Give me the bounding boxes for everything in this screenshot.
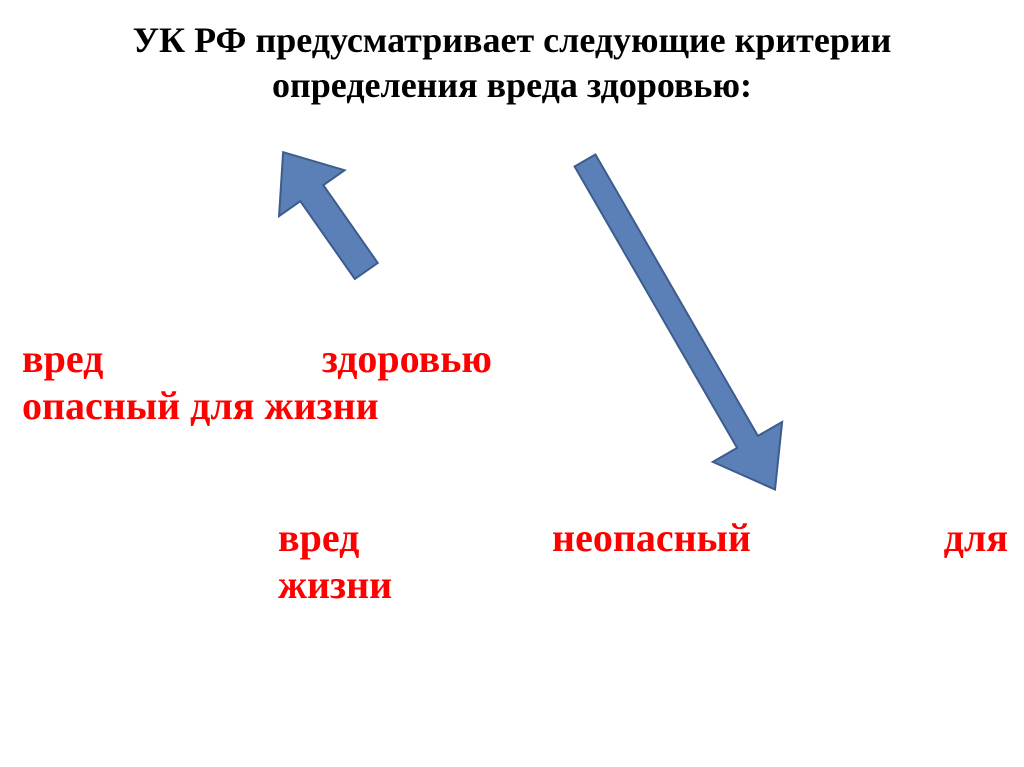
branch-left: вред здоровью опасный для жизни xyxy=(22,335,492,429)
arrow-left xyxy=(260,130,390,295)
slide-title: УК РФ предусматривает следующие критерии… xyxy=(0,0,1024,108)
branch-left-line2: опасный для жизни xyxy=(22,382,492,429)
branch-left-line1: вред здоровью xyxy=(22,335,492,382)
branch-right-line1: вред неопасный для xyxy=(278,514,1008,561)
arrow-right xyxy=(555,130,805,520)
branch-right-line2: жизни xyxy=(278,561,1008,608)
branch-right: вред неопасный для жизни xyxy=(278,514,1008,608)
